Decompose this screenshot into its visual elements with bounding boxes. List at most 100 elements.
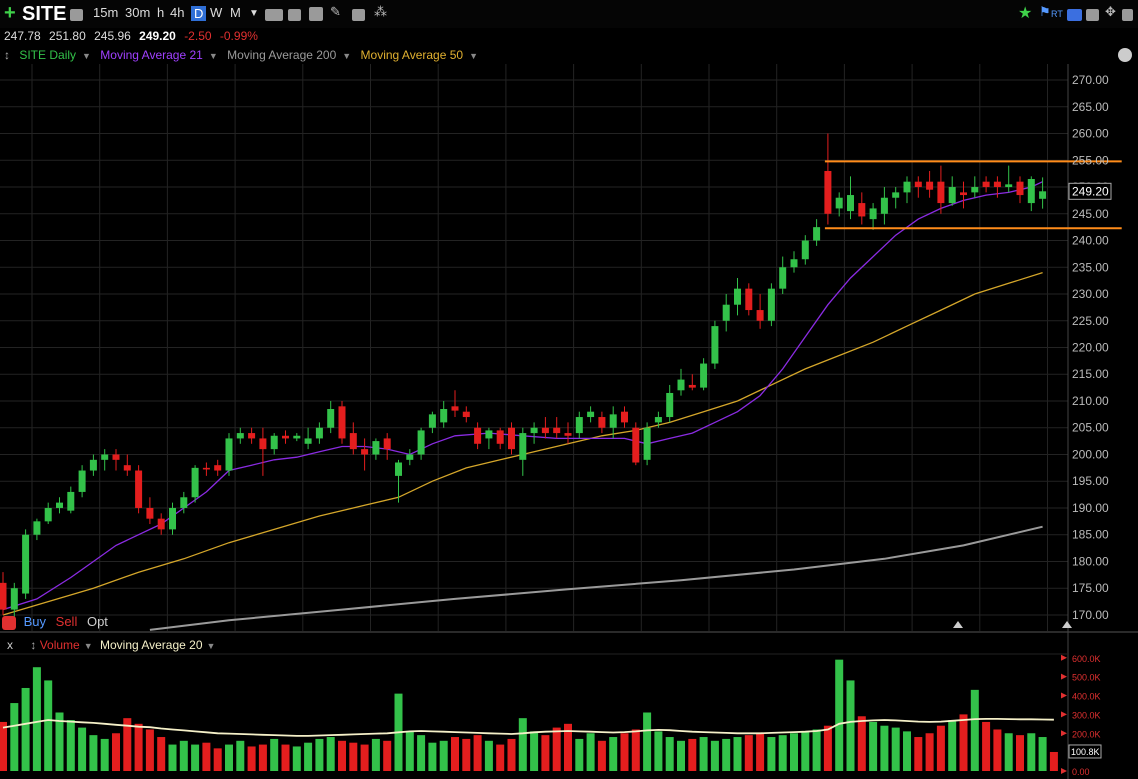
- tab-30m[interactable]: 30m: [125, 5, 151, 20]
- candle-body: [440, 409, 448, 423]
- chevron-down-icon[interactable]: ▼: [83, 641, 93, 651]
- reorder-icon[interactable]: ↕: [4, 48, 10, 62]
- volume-bar: [10, 703, 19, 771]
- volume-ma-label[interactable]: Moving Average 20: [99, 638, 203, 652]
- legend-ma21[interactable]: Moving Average 21: [100, 48, 203, 62]
- buy-button[interactable]: Buy: [23, 614, 47, 629]
- trade-icon[interactable]: [2, 615, 16, 630]
- candle-body: [621, 411, 628, 423]
- candle-body: [508, 427, 515, 450]
- volume-bar: [89, 735, 98, 771]
- volume-bar: [428, 742, 437, 771]
- price-tick-label: 210.00: [1072, 394, 1109, 408]
- candle-body: [135, 470, 143, 508]
- tab-15m[interactable]: 15m: [93, 5, 119, 20]
- candle-body: [169, 507, 176, 530]
- volume-bar: [665, 737, 674, 771]
- volume-bar: [609, 737, 618, 771]
- volume-tick-label: 400.0K: [1072, 692, 1101, 702]
- candle-body: [519, 433, 527, 460]
- move-icon[interactable]: ✥: [1105, 4, 1116, 19]
- candle-body: [711, 326, 719, 364]
- scroll-triangle-icon[interactable]: [1062, 621, 1072, 628]
- candle-body: [10, 588, 18, 610]
- volume-bar: [688, 738, 697, 771]
- volume-bar: [100, 738, 109, 771]
- volume-bar: [620, 733, 629, 771]
- candle-body: [937, 181, 945, 204]
- tab-h[interactable]: h: [157, 5, 165, 20]
- settings-icon[interactable]: [1122, 6, 1133, 21]
- reorder-icon[interactable]: ↕: [30, 638, 37, 652]
- symbol-label[interactable]: SITE: [22, 3, 67, 25]
- volume-tick-marker: [1061, 673, 1067, 680]
- price-tick-label: 195.00: [1072, 474, 1109, 488]
- volume-bar: [451, 737, 459, 771]
- chevron-down-icon[interactable]: ▼: [469, 51, 478, 61]
- candle-body: [44, 507, 52, 522]
- pencil-icon[interactable]: ✎: [330, 4, 341, 19]
- palette-icon[interactable]: [1118, 48, 1132, 62]
- chevron-down-icon[interactable]: ▼: [208, 51, 218, 61]
- social-icon[interactable]: [1067, 6, 1082, 21]
- legend-series[interactable]: SITE Daily: [19, 48, 77, 62]
- candle-body: [259, 438, 267, 450]
- candle-body: [914, 181, 922, 188]
- legend-ma50[interactable]: Moving Average 50: [360, 48, 464, 62]
- share-icon[interactable]: ⁂: [374, 4, 387, 19]
- last-volume-box: [1068, 744, 1102, 759]
- legend-ma200[interactable]: Moving Average 200: [227, 48, 337, 62]
- price-tick-label: 185.00: [1072, 528, 1109, 542]
- tab-4h[interactable]: 4h: [170, 5, 185, 20]
- price-tick-label: 225.00: [1072, 314, 1109, 328]
- volume-bar: [157, 737, 166, 771]
- volume-label[interactable]: Volume: [39, 638, 80, 652]
- candle-body: [993, 181, 1001, 188]
- candle-body: [530, 427, 538, 434]
- candle-body: [214, 465, 222, 471]
- price-tick-label: 245.00: [1072, 207, 1109, 221]
- volume-bar: [857, 716, 866, 771]
- candle-body: [112, 454, 120, 460]
- price-tick-label: 265.00: [1072, 100, 1109, 114]
- volume-bar: [733, 737, 742, 771]
- volume-bar: [462, 738, 471, 771]
- close-pane-button[interactable]: x: [7, 638, 13, 652]
- candle-body: [609, 414, 617, 428]
- candle-body: [191, 467, 199, 498]
- layers-icon[interactable]: [352, 6, 365, 21]
- scroll-triangle-icon[interactable]: [953, 621, 963, 628]
- volume-bar: [1049, 751, 1058, 771]
- sell-button[interactable]: Sell: [55, 614, 78, 629]
- tab-d[interactable]: D: [191, 6, 207, 21]
- add-symbol-icon[interactable]: +: [4, 2, 16, 24]
- chevron-down-icon[interactable]: ▼: [342, 51, 352, 61]
- tab-w[interactable]: W: [210, 5, 223, 20]
- indicators-icon[interactable]: [309, 5, 323, 21]
- save-icon[interactable]: [1086, 6, 1099, 21]
- volume-bar: [44, 680, 53, 771]
- candle-body: [790, 259, 798, 268]
- flag-icon[interactable]: ⚑: [1039, 4, 1051, 19]
- volume-bar: [1027, 733, 1036, 771]
- tab-m[interactable]: M: [230, 5, 241, 20]
- volume-bar: [473, 735, 482, 771]
- candle-body: [767, 288, 775, 321]
- chevron-down-icon[interactable]: ▼: [82, 51, 91, 61]
- bars-icon[interactable]: [288, 6, 301, 21]
- volume-bar: [1038, 737, 1047, 771]
- megaphone-icon[interactable]: [70, 6, 83, 21]
- chart-type-icon[interactable]: [265, 6, 283, 21]
- volume-bar: [891, 727, 900, 771]
- volume-bar: [1016, 735, 1024, 771]
- chevron-down-icon[interactable]: ▼: [249, 8, 259, 19]
- opt-button[interactable]: Opt: [86, 614, 108, 629]
- chevron-down-icon[interactable]: ▼: [206, 641, 216, 651]
- candle-body: [643, 427, 651, 460]
- candle-body: [485, 430, 493, 439]
- volume-bar: [360, 744, 369, 771]
- star-icon[interactable]: ★: [1018, 5, 1033, 22]
- candle-body: [756, 310, 764, 321]
- candle-body: [971, 187, 979, 193]
